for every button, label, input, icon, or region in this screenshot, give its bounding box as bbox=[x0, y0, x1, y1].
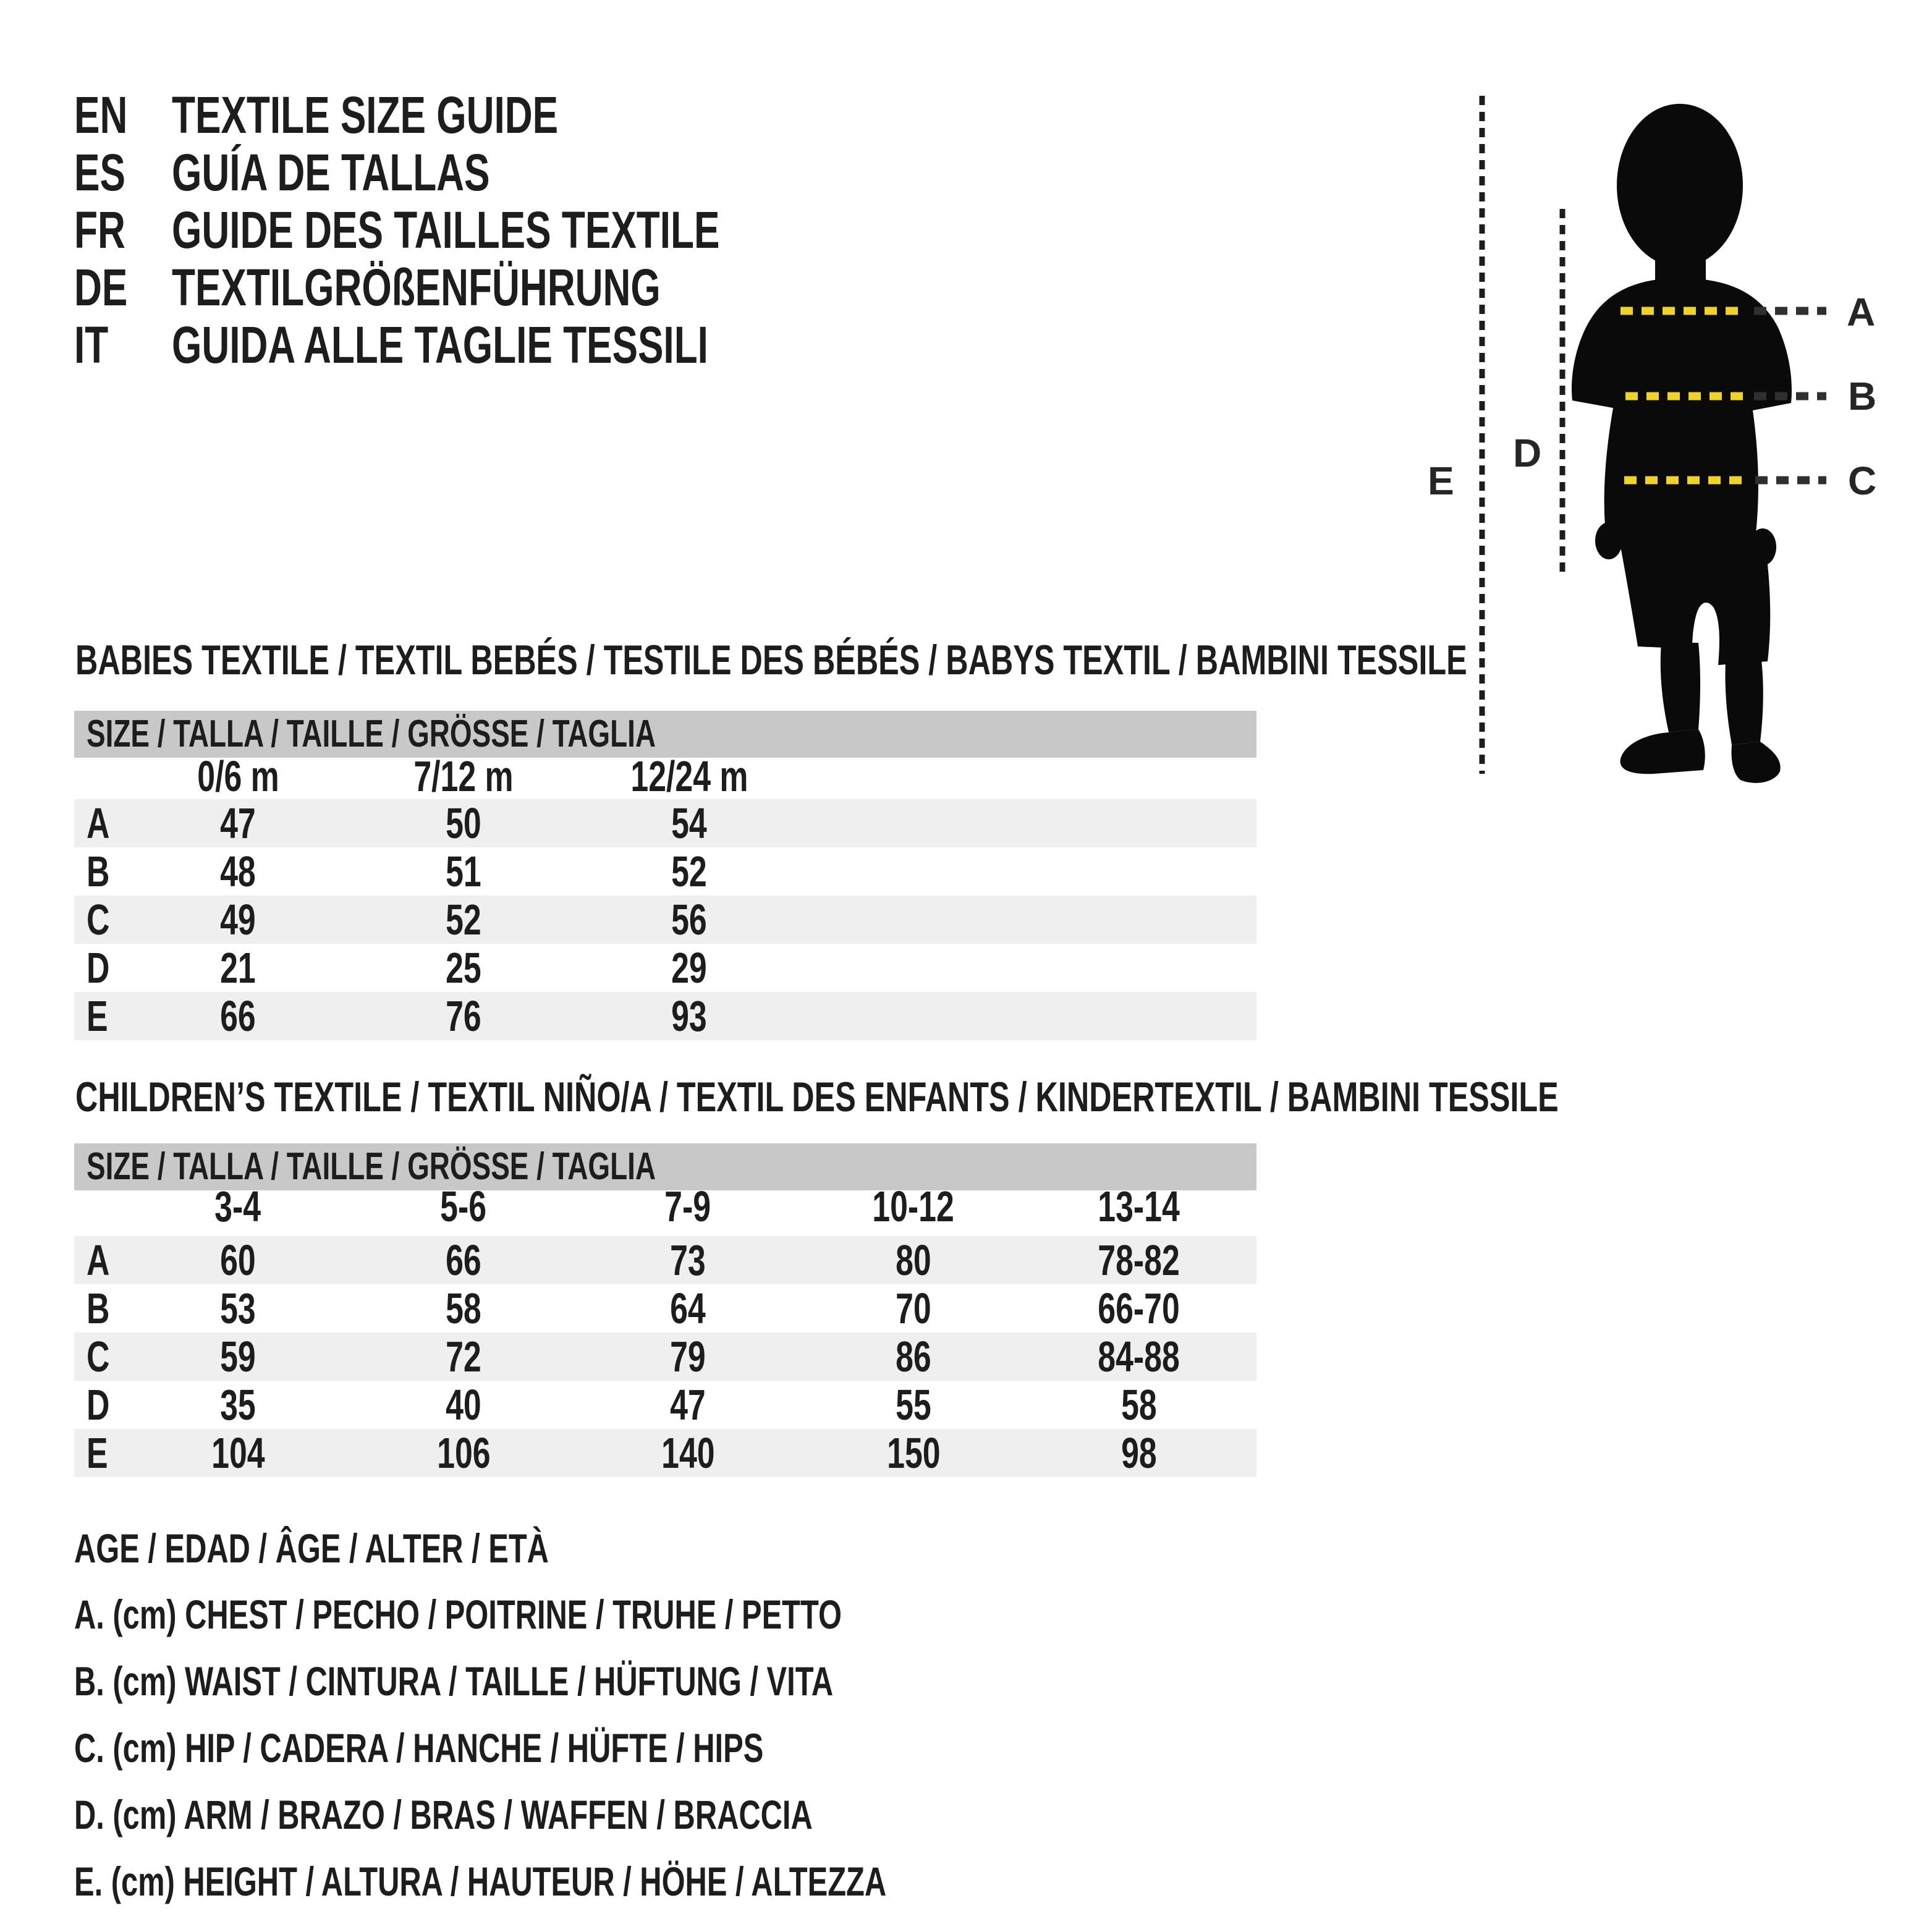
children-cell: 70 bbox=[896, 1284, 931, 1332]
babies-row-label: E bbox=[87, 992, 108, 1040]
children-cell: 140 bbox=[661, 1429, 715, 1477]
lang-code-de: DE bbox=[74, 258, 128, 316]
legend-line-arm: D. (cm) ARM / BRAZO / BRAS / WAFFEN / BR… bbox=[74, 1792, 813, 1837]
babies-row-stripe bbox=[74, 896, 1256, 944]
children-cell: 104 bbox=[211, 1429, 265, 1477]
children-cell: 72 bbox=[446, 1332, 481, 1381]
babies-cell: 47 bbox=[220, 799, 256, 847]
children-cell: 59 bbox=[220, 1332, 256, 1381]
children-cell: 98 bbox=[1121, 1429, 1157, 1477]
legend-line-age: AGE / EDAD / ÂGE / ALTER / ETÀ bbox=[74, 1525, 549, 1571]
children-row-label: D bbox=[87, 1381, 110, 1429]
babies-col-header: 0/6 m bbox=[197, 752, 279, 800]
measurement-figure bbox=[1479, 96, 1826, 783]
babies-cell: 49 bbox=[220, 896, 256, 944]
children-cell: 60 bbox=[220, 1236, 256, 1284]
babies-cell: 50 bbox=[446, 799, 481, 847]
children-cell: 47 bbox=[670, 1381, 706, 1429]
children-col-header: 3-4 bbox=[214, 1182, 261, 1231]
babies-cell: 51 bbox=[446, 847, 481, 896]
children-cell: 66-70 bbox=[1098, 1284, 1180, 1332]
title-de: TEXTILGRÖßENFÜHRUNG bbox=[172, 258, 661, 316]
children-cell: 35 bbox=[220, 1381, 256, 1429]
babies-col-header: 7/12 m bbox=[413, 752, 514, 800]
babies-cell: 76 bbox=[446, 992, 481, 1040]
babies-cell: 52 bbox=[446, 896, 481, 944]
children-row-stripe bbox=[74, 1429, 1256, 1477]
lang-code-en: EN bbox=[74, 86, 128, 144]
figure-label-b: B bbox=[1848, 374, 1877, 418]
babies-cell: 52 bbox=[671, 847, 707, 896]
babies-cell: 93 bbox=[671, 992, 707, 1040]
babies-cell: 54 bbox=[671, 799, 707, 847]
children-cell: 78-82 bbox=[1098, 1236, 1180, 1284]
children-cell: 106 bbox=[436, 1429, 491, 1477]
children-row-stripe bbox=[74, 1332, 1256, 1381]
lang-code-fr: FR bbox=[74, 201, 125, 259]
babies-row-stripe bbox=[74, 992, 1256, 1040]
babies-cell: 21 bbox=[220, 944, 256, 992]
legend-line-hip: C. (cm) HIP / CADERA / HANCHE / HÜFTE / … bbox=[74, 1725, 764, 1771]
children-row-label: B bbox=[87, 1284, 110, 1332]
title-es: GUÍA DE TALLAS bbox=[172, 143, 490, 201]
babies-row-label: D bbox=[87, 944, 110, 992]
children-cell: 84-88 bbox=[1098, 1332, 1180, 1381]
babies-col-header: 12/24 m bbox=[630, 752, 748, 800]
babies-section-title: BABIES TEXTILE / TEXTIL BEBÉS / TESTILE … bbox=[75, 637, 1467, 684]
children-cell: 64 bbox=[670, 1284, 706, 1332]
babies-row-label: C bbox=[87, 896, 110, 944]
children-cell: 55 bbox=[896, 1381, 931, 1429]
children-cell: 73 bbox=[670, 1236, 706, 1284]
babies-cell: 48 bbox=[220, 847, 256, 896]
children-col-header: 13-14 bbox=[1098, 1182, 1180, 1231]
children-cell: 150 bbox=[886, 1429, 941, 1477]
babies-cell: 66 bbox=[220, 992, 256, 1040]
figure-label-d: D bbox=[1513, 431, 1542, 475]
children-cell: 40 bbox=[446, 1381, 481, 1429]
children-row-label: C bbox=[87, 1332, 110, 1381]
children-row-stripe bbox=[74, 1236, 1256, 1284]
legend-line-height: E. (cm) HEIGHT / ALTURA / HAUTEUR / HÖHE… bbox=[74, 1858, 887, 1904]
figure-label-c: C bbox=[1848, 459, 1877, 503]
children-col-header: 10-12 bbox=[872, 1182, 955, 1231]
babies-cell: 29 bbox=[671, 944, 707, 992]
lang-code-it: IT bbox=[74, 316, 109, 374]
children-size-header-band bbox=[74, 1143, 1256, 1190]
figure-label-e: E bbox=[1428, 459, 1454, 503]
babies-cell: 25 bbox=[446, 944, 481, 992]
children-cell: 86 bbox=[896, 1332, 931, 1381]
babies-cell: 56 bbox=[671, 896, 707, 944]
children-col-header: 7-9 bbox=[664, 1182, 711, 1231]
babies-row-label: A bbox=[87, 799, 110, 847]
lang-code-es: ES bbox=[74, 143, 125, 201]
children-size-header: SIZE / TALLA / TAILLE / GRÖSSE / TAGLIA bbox=[87, 1145, 656, 1188]
children-row-label: A bbox=[87, 1236, 110, 1284]
children-col-header: 5-6 bbox=[440, 1182, 487, 1231]
title-it: GUIDA ALLE TAGLIE TESSILI bbox=[172, 316, 708, 374]
babies-size-header: SIZE / TALLA / TAILLE / GRÖSSE / TAGLIA bbox=[87, 713, 656, 755]
title-fr: GUIDE DES TAILLES TEXTILE bbox=[172, 201, 720, 259]
children-row-label: E bbox=[87, 1429, 108, 1477]
children-section-title: CHILDREN’S TEXTILE / TEXTIL NIÑO/A / TEX… bbox=[75, 1074, 1559, 1121]
child-silhouette bbox=[1571, 104, 1792, 783]
children-cell: 80 bbox=[896, 1236, 931, 1284]
children-cell: 79 bbox=[670, 1332, 706, 1381]
babies-size-header-band bbox=[74, 711, 1256, 758]
babies-row-label: B bbox=[87, 847, 110, 896]
figure-label-a: A bbox=[1847, 290, 1876, 334]
children-cell: 58 bbox=[446, 1284, 481, 1332]
title-en: TEXTILE SIZE GUIDE bbox=[172, 86, 559, 144]
children-cell: 58 bbox=[1121, 1381, 1157, 1429]
children-cell: 66 bbox=[446, 1236, 481, 1284]
children-cell: 53 bbox=[220, 1284, 256, 1332]
babies-row-stripe bbox=[74, 799, 1256, 847]
legend-line-waist: B. (cm) WAIST / CINTURA / TAILLE / HÜFTU… bbox=[74, 1658, 834, 1704]
legend-line-chest: A. (cm) CHEST / PECHO / POITRINE / TRUHE… bbox=[74, 1591, 842, 1637]
